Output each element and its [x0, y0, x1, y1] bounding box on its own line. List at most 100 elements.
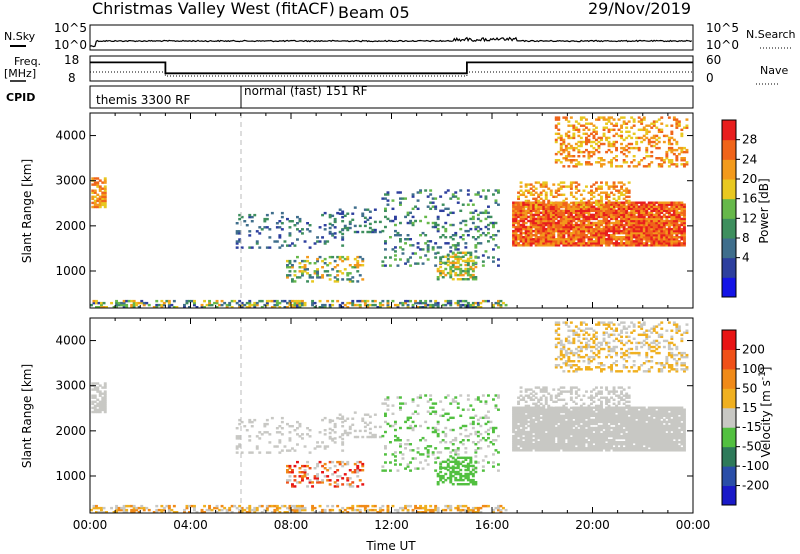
velocity-cell: [451, 443, 455, 446]
power-cell: [522, 227, 526, 231]
power-cell: [632, 205, 636, 208]
power-cell: [610, 225, 614, 229]
power-cell: [431, 197, 435, 200]
power-cell: [562, 221, 566, 225]
velocity-cell: [265, 451, 269, 454]
power-cell: [670, 234, 674, 237]
power-cell: [98, 187, 102, 190]
velocity-cell: [278, 431, 282, 434]
velocity-cell: [579, 424, 583, 428]
velocity-cell: [595, 441, 598, 444]
velocity-cell: [406, 416, 410, 420]
power-cell: [514, 227, 518, 231]
power-cell: [514, 225, 518, 229]
power-cell: [401, 197, 405, 200]
velocity-cell: [554, 434, 558, 438]
power-cell: [308, 246, 312, 249]
velocity-cell: [391, 412, 395, 416]
velocity-cell: [572, 445, 576, 448]
power-cell: [439, 260, 443, 263]
velocity-cell: [512, 449, 516, 452]
velocity-cell: [595, 412, 598, 416]
velocity-cell: [610, 408, 614, 411]
velocity-cell: [514, 410, 518, 413]
velocity-cell: [101, 392, 105, 395]
power-cell: [630, 136, 634, 140]
power-cell: [675, 238, 679, 241]
power-cell: [539, 219, 543, 223]
power-cell: [122, 301, 126, 305]
velocity-cell: [280, 420, 284, 424]
power-cell: [91, 195, 95, 199]
power-cell: [595, 242, 598, 245]
power-cell: [642, 242, 646, 245]
velocity-cell: [519, 418, 523, 422]
velocity-cell: [476, 396, 480, 399]
velocity-cell: [539, 436, 543, 440]
power-cell: [585, 163, 588, 166]
velocity-cell: [587, 434, 591, 438]
power-cell: [574, 159, 578, 162]
power-cell: [585, 122, 588, 125]
power-cell: [657, 157, 661, 160]
velocity-cell: [361, 469, 365, 472]
power-cell: [208, 301, 212, 305]
velocity-cell: [597, 443, 601, 446]
power-cell: [600, 197, 603, 201]
power-cell: [529, 183, 533, 186]
power-cell: [645, 146, 649, 150]
power-cell: [399, 203, 402, 206]
velocity-cell: [542, 414, 546, 418]
velocity-cell: [386, 422, 390, 426]
velocity-cell: [607, 410, 611, 413]
velocity-cell: [434, 428, 438, 432]
velocity-cell: [605, 412, 609, 416]
power-cell: [579, 140, 583, 144]
velocity-cell: [574, 436, 578, 440]
power-cell: [321, 259, 325, 263]
power-cell: [605, 238, 609, 241]
power-cell: [610, 116, 614, 119]
power-cell: [615, 229, 619, 233]
velocity-cell: [469, 472, 473, 476]
power-cell: [600, 240, 603, 243]
velocity-cell: [384, 430, 387, 434]
velocity-cell: [98, 394, 102, 397]
power-cell: [542, 234, 546, 237]
velocity-cell: [409, 426, 413, 430]
power-cell: [579, 221, 583, 225]
power-cell: [549, 231, 553, 235]
power-cell: [333, 259, 337, 263]
power-cell: [620, 201, 624, 204]
power-cell: [572, 215, 576, 219]
power-cell: [464, 269, 468, 273]
velocity-cell: [547, 432, 551, 436]
power-cell: [471, 301, 475, 305]
power-cell: [632, 120, 636, 123]
velocity-cell: [524, 441, 528, 444]
power-cell: [268, 299, 272, 303]
power-cell: [429, 299, 433, 303]
power-cell: [514, 240, 518, 243]
nsearch-tick-bottom: 10^0: [706, 38, 739, 52]
power-cell: [647, 130, 651, 134]
velocity-cell: [366, 423, 370, 427]
power-cell: [484, 209, 488, 213]
velocity-cell: [620, 449, 624, 452]
velocity-cell: [394, 420, 397, 424]
velocity-cell: [464, 434, 468, 438]
velocity-cell: [328, 467, 332, 470]
power-cell: [610, 161, 614, 164]
power-cell: [602, 207, 606, 211]
velocity-cell: [394, 434, 397, 438]
velocity-cell: [454, 439, 458, 442]
velocity-cell: [341, 415, 345, 418]
power-cell: [481, 254, 485, 257]
velocity-cell: [542, 430, 546, 434]
power-cell: [273, 306, 277, 309]
velocity-cell: [607, 434, 611, 438]
velocity-cell: [574, 412, 578, 416]
power-cell: [265, 246, 269, 249]
power-cell: [537, 211, 541, 215]
power-cell: [441, 261, 445, 265]
